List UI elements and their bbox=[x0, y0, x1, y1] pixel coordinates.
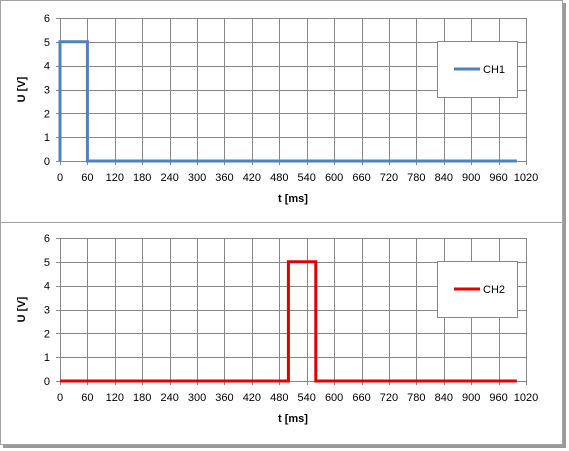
y-tick-label: 1 bbox=[44, 352, 50, 364]
x-tick-label: 840 bbox=[435, 392, 453, 404]
x-tick-label: 180 bbox=[133, 172, 151, 184]
y-tick-label: 2 bbox=[44, 328, 50, 340]
y-tick-label: 5 bbox=[44, 257, 50, 269]
x-axis-title: t [ms] bbox=[278, 413, 308, 425]
x-tick-label: 960 bbox=[489, 172, 507, 184]
x-tick-label: 660 bbox=[352, 172, 370, 184]
legend: CH2 bbox=[437, 261, 518, 318]
x-tick-label: 720 bbox=[380, 172, 398, 184]
series-line-ch2 bbox=[60, 260, 517, 383]
x-tick-label: 420 bbox=[243, 172, 261, 184]
x-tick-label: 120 bbox=[106, 392, 124, 404]
x-tick-label: 360 bbox=[215, 392, 233, 404]
x-tick-label: 540 bbox=[298, 172, 316, 184]
x-tick-label: 540 bbox=[298, 392, 316, 404]
x-tick-label: 840 bbox=[435, 172, 453, 184]
x-tick-label: 720 bbox=[380, 392, 398, 404]
y-tick-label: 5 bbox=[44, 37, 50, 49]
x-tick-label: 1020 bbox=[514, 392, 538, 404]
x-tick-label: 600 bbox=[325, 392, 343, 404]
x-tick-label: 0 bbox=[57, 172, 63, 184]
y-axis-title: U [V] bbox=[16, 296, 28, 322]
x-tick-label: 480 bbox=[270, 172, 288, 184]
x-tick-label: 300 bbox=[188, 172, 206, 184]
x-tick-label: 420 bbox=[243, 392, 261, 404]
x-tick-label: 480 bbox=[270, 392, 288, 404]
y-tick-label: 6 bbox=[44, 13, 50, 25]
x-tick-label: 180 bbox=[133, 392, 151, 404]
x-axis-title: t [ms] bbox=[278, 193, 308, 205]
y-tick-label: 4 bbox=[44, 281, 50, 293]
y-tick-label: 4 bbox=[44, 61, 50, 73]
legend-label: CH1 bbox=[483, 64, 505, 76]
y-axis-title: U [V] bbox=[16, 76, 28, 102]
x-tick-label: 1020 bbox=[514, 172, 538, 184]
x-tick-label: 660 bbox=[352, 392, 370, 404]
charts-svg: 0 60 120 180 240 300 360 420 480 540 600 660 720 780 8… bbox=[1, 13, 564, 425]
legend: CH1 bbox=[437, 41, 518, 98]
x-tick-label: 60 bbox=[81, 172, 93, 184]
x-tick-label: 360 bbox=[215, 172, 233, 184]
y-tick-label: 3 bbox=[44, 305, 50, 317]
x-tick-label: 60 bbox=[81, 392, 93, 404]
y-tick-label: 0 bbox=[44, 156, 50, 168]
x-tick-label: 240 bbox=[160, 392, 178, 404]
series-line-ch1 bbox=[58, 40, 517, 163]
x-tick-label: 600 bbox=[325, 172, 343, 184]
y-tick-label: 6 bbox=[44, 233, 50, 245]
x-tick-label: 960 bbox=[489, 392, 507, 404]
y-tick-label: 2 bbox=[44, 108, 50, 120]
x-tick-label: 780 bbox=[407, 392, 425, 404]
x-tick-label: 900 bbox=[462, 392, 480, 404]
x-tick-label: 900 bbox=[462, 172, 480, 184]
x-tick-label: 120 bbox=[106, 172, 124, 184]
chart-1: 0 60 120 180 240 300 360 420 480 540 600 660 720 780 8… bbox=[16, 13, 538, 205]
x-tick-label: 300 bbox=[188, 392, 206, 404]
x-tick-label: 240 bbox=[160, 172, 178, 184]
chart-frame: 0 60 120 180 240 300 360 420 480 540 600 660 720 780 8… bbox=[0, 0, 564, 445]
x-tick-label: 0 bbox=[57, 392, 63, 404]
chart-2: 0 60 120 180 240 300 360 420 480 540 600 660 720 780 8… bbox=[16, 233, 538, 425]
y-tick-label: 3 bbox=[44, 85, 50, 97]
y-tick-label: 0 bbox=[44, 376, 50, 388]
x-tick-label: 780 bbox=[407, 172, 425, 184]
y-tick-label: 1 bbox=[44, 132, 50, 144]
legend-label: CH2 bbox=[483, 284, 505, 296]
